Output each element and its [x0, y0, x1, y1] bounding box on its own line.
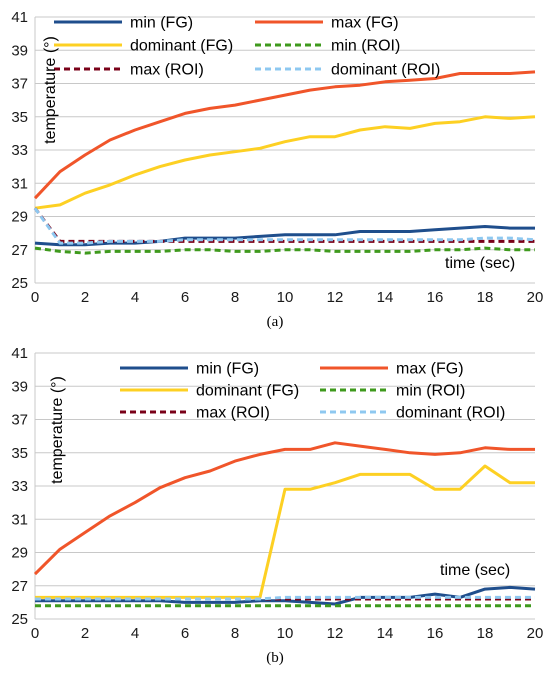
- series-line: [34, 115, 536, 210]
- series-line: [35, 585, 536, 606]
- y-tick-label: 39: [11, 378, 28, 395]
- legend-label: min (FG): [196, 361, 259, 378]
- x-tick-label: 4: [131, 289, 139, 306]
- y-tick-label: 29: [11, 545, 28, 562]
- panel-caption: (b): [266, 650, 284, 666]
- x-tick-label: 8: [231, 625, 239, 642]
- y-tick-label: 35: [11, 109, 28, 126]
- legend-label: min (FG): [130, 15, 193, 32]
- y-tick-label: 27: [11, 578, 28, 595]
- series-line: [34, 246, 535, 255]
- y-tick-label: 29: [11, 209, 28, 226]
- legend-label: dominant (ROI): [396, 405, 505, 422]
- legend-label: max (ROI): [130, 62, 204, 79]
- legend-label: dominant (FG): [196, 383, 299, 400]
- y-tick-label: 27: [11, 242, 28, 259]
- y-tick-label: 37: [11, 76, 28, 93]
- series-line: [35, 464, 535, 599]
- x-tick-label: 10: [277, 625, 294, 642]
- series-line: [33, 70, 536, 200]
- chart-panel-b: 25 27 29 31 33 35 37 39 41 0 2 4 6 8 10 12 14 16 18 20 min (…: [11, 345, 543, 666]
- x-tick-label: 12: [327, 625, 344, 642]
- x-tick-label: 10: [277, 289, 294, 306]
- legend-label: max (ROI): [196, 405, 270, 422]
- panel-caption: (a): [267, 314, 284, 330]
- x-tick-label: 2: [81, 625, 89, 642]
- y-axis-label: temperature (°): [42, 36, 59, 144]
- y-tick-label: 41: [11, 345, 28, 362]
- x-tick-label: 14: [377, 625, 394, 642]
- legend-label: max (FG): [396, 361, 464, 378]
- y-tick-label: 35: [11, 445, 28, 462]
- x-tick-label: 18: [477, 289, 494, 306]
- y-tick-label: 33: [11, 142, 28, 159]
- legend-label: dominant (ROI): [331, 62, 440, 79]
- y-tick-label: 31: [11, 511, 28, 528]
- series-line: [33, 207, 535, 243]
- legend-label: dominant (FG): [130, 38, 233, 55]
- x-tick-label: 6: [181, 289, 189, 306]
- series-line: [33, 207, 536, 245]
- y-tick-label: 25: [11, 611, 28, 628]
- y-tick-label: 33: [11, 478, 28, 495]
- legend-label: max (FG): [331, 15, 399, 32]
- x-tick-label: 4: [131, 625, 139, 642]
- x-tick-label: 14: [377, 289, 394, 306]
- series-line: [34, 225, 535, 247]
- y-tick-label: 39: [11, 42, 28, 59]
- y-axis-label: temperature (°): [49, 376, 66, 484]
- y-tick-label: 31: [11, 175, 28, 192]
- x-tick-label: 12: [327, 289, 344, 306]
- x-tick-label: 18: [477, 625, 494, 642]
- series-line: [33, 441, 535, 576]
- x-tick-label: 0: [31, 625, 39, 642]
- x-tick-label: 2: [81, 289, 89, 306]
- y-tick-label: 41: [11, 9, 28, 26]
- x-axis-label: time (sec): [440, 562, 510, 579]
- x-tick-label: 16: [427, 289, 444, 306]
- x-tick-label: 8: [231, 289, 239, 306]
- legend-label: min (ROI): [331, 38, 400, 55]
- x-tick-label: 6: [181, 625, 189, 642]
- x-tick-label: 20: [527, 625, 544, 642]
- chart-panel-a: 25 27 29 31 33 35 37 39 41 0 2 4 6 8 10 12 14 16 18 20 min (…: [11, 9, 543, 330]
- x-tick-label: 20: [527, 289, 544, 306]
- y-tick-label: 37: [11, 412, 28, 429]
- x-axis-label: time (sec): [445, 255, 515, 272]
- x-tick-label: 16: [427, 625, 444, 642]
- y-tick-label: 25: [11, 275, 28, 292]
- legend-label: min (ROI): [396, 383, 465, 400]
- series-line: [35, 595, 535, 601]
- x-tick-label: 0: [31, 289, 39, 306]
